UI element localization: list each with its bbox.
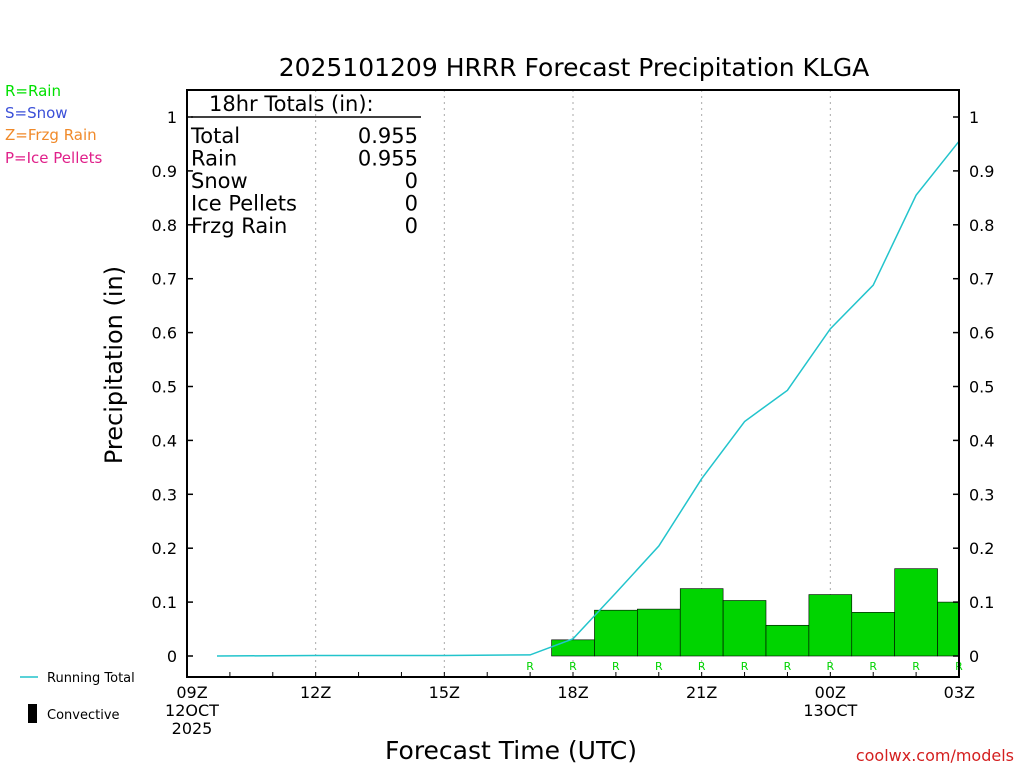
y-tick-label-left-6: 0.6 bbox=[152, 324, 177, 343]
y-tick-label-right-2: 0.2 bbox=[969, 539, 994, 558]
totals-row-value-3: 0 bbox=[405, 192, 418, 216]
y-axis: 0 00.1 0.10.2 0.20.3 0.30.4 0.40.5 0.50.6 0.60.… bbox=[152, 108, 995, 666]
totals-row-label-1: Rain bbox=[191, 147, 237, 171]
totals-row-value-4: 0 bbox=[405, 214, 418, 238]
y-tick-label-left-10: 1 bbox=[167, 108, 177, 127]
type-marker-8: R bbox=[869, 660, 877, 673]
precip-bar-1 bbox=[594, 609, 638, 657]
precip-bars bbox=[551, 568, 960, 657]
running-total-legend-label: Running Total bbox=[47, 671, 135, 686]
type-marker-1: R bbox=[569, 660, 577, 673]
y-tick-label-right-3: 0.3 bbox=[969, 485, 994, 504]
y-tick-label-right-7: 0.7 bbox=[969, 270, 994, 289]
type-marker-0: R bbox=[526, 660, 534, 673]
y-tick-label-right-8: 0.8 bbox=[969, 216, 994, 235]
grid-lines bbox=[315, 90, 831, 677]
type-marker-7: R bbox=[827, 660, 835, 673]
y-tick-label-left-4: 0.4 bbox=[152, 431, 177, 450]
type-marker-3: R bbox=[655, 660, 663, 673]
totals-row-value-0: 0.955 bbox=[358, 124, 418, 148]
convective-legend-label: Convective bbox=[47, 708, 120, 723]
y-tick-label-right-1: 0.1 bbox=[969, 593, 994, 612]
y-tick-label-right-0: 0 bbox=[969, 647, 979, 666]
x-tick-label-5-0: 00Z bbox=[815, 683, 846, 702]
totals-box: 18hr Totals (in): Total 0.955 Rain 0.955 Sno… bbox=[190, 92, 421, 238]
totals-row-value-1: 0.955 bbox=[358, 147, 418, 171]
chart-title: 2025101209 HRRR Forecast Precipitation K… bbox=[279, 53, 870, 82]
y-tick-label-left-1: 0.1 bbox=[152, 593, 177, 612]
totals-row-label-4: Frzg Rain bbox=[191, 214, 287, 238]
totals-row-label-3: Ice Pellets bbox=[191, 192, 297, 216]
type-marker-4: R bbox=[698, 660, 706, 673]
legend-ice-pellets: P=Ice Pellets bbox=[5, 149, 103, 167]
y-tick-label-left-5: 0.5 bbox=[152, 378, 177, 397]
type-marker-5: R bbox=[741, 660, 749, 673]
type-marker-2: R bbox=[612, 660, 620, 673]
credit-text: coolwx.com/models bbox=[856, 746, 1014, 765]
legend-snow: S=Snow bbox=[5, 104, 68, 122]
y-tick-label-left-2: 0.2 bbox=[152, 539, 177, 558]
running-total-line bbox=[216, 140, 960, 657]
precip-bar-3 bbox=[679, 588, 724, 657]
x-tick-label-6-0: 03Z bbox=[944, 683, 975, 702]
x-tick-label-0-0: 09Z bbox=[176, 683, 207, 702]
precip-bar-4 bbox=[722, 600, 767, 657]
y-tick-label-left-8: 0.8 bbox=[152, 216, 177, 235]
totals-row-label-2: Snow bbox=[191, 169, 248, 193]
y-tick-label-left-0: 0 bbox=[167, 647, 177, 666]
totals-header: 18hr Totals (in): bbox=[209, 92, 374, 116]
y-tick-label-left-7: 0.7 bbox=[152, 270, 177, 289]
totals-row-value-2: 0 bbox=[405, 169, 418, 193]
y-tick-label-left-3: 0.3 bbox=[152, 485, 177, 504]
type-marker-9: R bbox=[912, 660, 920, 673]
totals-row-label-0: Total bbox=[190, 124, 240, 148]
x-tick-label-0-2: 2025 bbox=[172, 719, 213, 738]
precip-bar-7 bbox=[851, 612, 895, 657]
precip-bar-2 bbox=[637, 608, 681, 657]
x-axis-label: Forecast Time (UTC) bbox=[385, 736, 637, 765]
x-tick-label-4-0: 21Z bbox=[686, 683, 717, 702]
series-legend: Running Total Convective bbox=[20, 671, 135, 723]
legend-rain: R=Rain bbox=[5, 82, 61, 100]
y-tick-label-right-10: 1 bbox=[969, 108, 979, 127]
x-tick-label-1-0: 12Z bbox=[300, 683, 331, 702]
y-tick-label-right-5: 0.5 bbox=[969, 378, 994, 397]
x-tick-label-2-0: 15Z bbox=[429, 683, 460, 702]
y-tick-label-right-9: 0.9 bbox=[969, 162, 994, 181]
y-axis-label: Precipitation (in) bbox=[100, 266, 128, 464]
precip-bar-5 bbox=[765, 624, 810, 657]
precip-bar-6 bbox=[808, 594, 853, 657]
type-marker-6: R bbox=[784, 660, 792, 673]
y-tick-label-left-9: 0.9 bbox=[152, 162, 177, 181]
x-tick-label-3-0: 18Z bbox=[557, 683, 588, 702]
precip-bar-8 bbox=[894, 568, 938, 657]
legend-frzg-rain: Z=Frzg Rain bbox=[5, 126, 97, 144]
precip-bar-9 bbox=[937, 601, 960, 657]
precip-bar-0 bbox=[551, 639, 595, 657]
y-tick-label-right-4: 0.4 bbox=[969, 431, 994, 450]
x-tick-label-5-1: 13OCT bbox=[803, 701, 857, 720]
x-tick-label-0-1: 12OCT bbox=[165, 701, 219, 720]
convective-swatch bbox=[28, 704, 37, 723]
y-tick-label-right-6: 0.6 bbox=[969, 324, 994, 343]
